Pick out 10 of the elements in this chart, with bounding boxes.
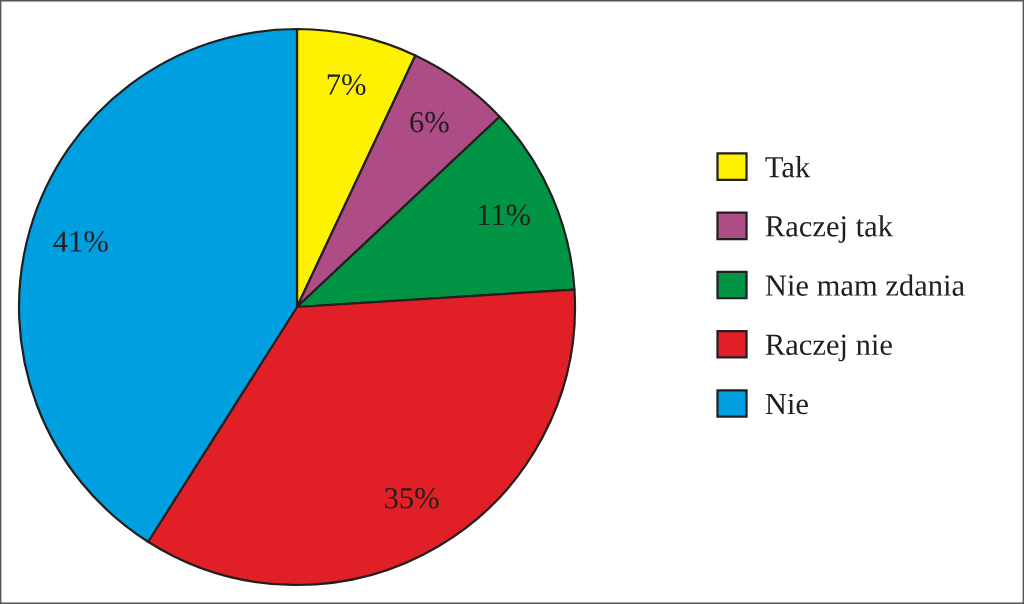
legend-label: Nie [765, 393, 808, 415]
data-label: 11% [478, 204, 531, 226]
legend-label: Tak [765, 155, 811, 178]
data-label: 7% [327, 74, 366, 95]
legend-label: Nie mam zdania [765, 274, 965, 296]
data-label: 41% [53, 231, 108, 252]
data-label: 35% [385, 487, 439, 509]
data-label: 6% [410, 111, 449, 133]
legend-label: Raczej nie [765, 334, 892, 362]
legend-label: Raczej tak [765, 215, 893, 243]
